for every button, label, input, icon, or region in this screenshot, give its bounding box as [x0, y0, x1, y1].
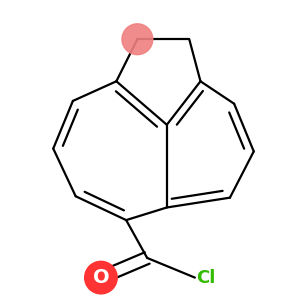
Circle shape	[122, 24, 153, 55]
Circle shape	[85, 261, 117, 294]
Text: Cl: Cl	[196, 268, 216, 286]
Text: O: O	[93, 268, 109, 287]
